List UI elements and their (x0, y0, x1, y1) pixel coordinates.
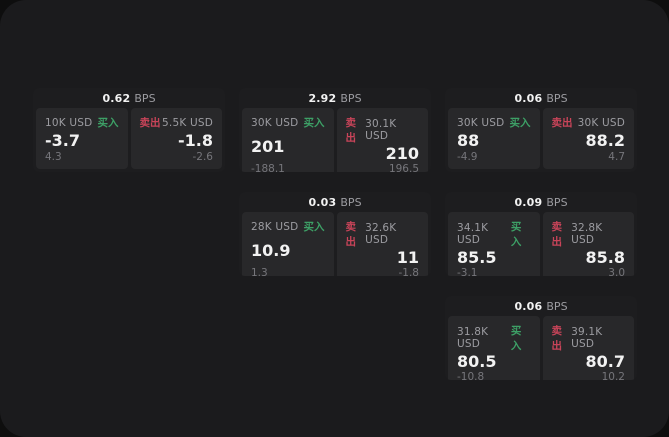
sell-delta: 10.2 (601, 370, 625, 380)
sell-delta: -1.8 (398, 266, 420, 276)
buy-delta: -188.1 (251, 162, 285, 172)
sell-delta: 3.0 (608, 266, 625, 276)
bps-spread-header: 0.06 BPS (445, 88, 637, 108)
bps-spread-header: 0.06 BPS (445, 296, 637, 316)
sell-amount-label: 39.1K USD (571, 326, 603, 350)
sell-panel[interactable]: 卖出 5.5K USD -1.8 -2.6 (130, 108, 222, 169)
buy-tag: 买入 (509, 117, 531, 129)
buy-tag: 买入 (303, 117, 325, 129)
sell-price: 85.8 (585, 248, 625, 267)
bps-value: 0.06 (514, 91, 543, 105)
bps-value: 2.92 (308, 91, 337, 105)
buy-tag: 买入 (303, 221, 325, 233)
bps-unit-label: BPS (546, 91, 568, 105)
bps-unit-label: BPS (340, 91, 362, 105)
bps-unit-label: BPS (546, 195, 568, 209)
quote-card: 0.03 BPS 28K USD 买入 10.9 1.3 卖出 32.6K US… (239, 192, 431, 276)
buy-delta: -10.8 (457, 370, 485, 380)
bps-unit-label: BPS (546, 299, 568, 313)
quote-card: 0.09 BPS 34.1K USD 买入 85.5 -3.1 卖出 32.8K… (445, 192, 637, 276)
buy-delta: -3.1 (457, 266, 478, 276)
bps-value: 0.09 (514, 195, 543, 209)
sell-amount-label: 30.1K USD (365, 118, 397, 142)
buy-panel[interactable]: 10K USD 买入 -3.7 4.3 (36, 108, 128, 169)
sell-price: 88.2 (585, 130, 625, 150)
sell-price: 11 (396, 248, 419, 267)
sell-tag: 卖出 (551, 325, 563, 352)
buy-panel[interactable]: 30K USD 买入 88 -4.9 (448, 108, 540, 169)
sell-amount-label: 5.5K USD (162, 116, 213, 129)
sell-panel[interactable]: 卖出 32.6K USD 11 -1.8 (336, 212, 428, 276)
buy-amount-label: 10K USD (45, 116, 93, 129)
quote-cards-grid: 0.62 BPS 10K USD 买入 -3.7 4.3 卖出 5.5K USD (33, 88, 637, 380)
buy-sell-panels: 30K USD 买入 88 -4.9 卖出 30K USD 88.2 4.7 (445, 108, 637, 172)
buy-sell-panels: 34.1K USD 买入 85.5 -3.1 卖出 32.8K USD 85.8… (445, 212, 637, 276)
buy-amount-label: 28K USD (251, 220, 299, 233)
buy-sell-panels: 31.8K USD 买入 80.5 -10.8 卖出 39.1K USD 80.… (445, 316, 637, 380)
sell-tag: 卖出 (139, 117, 161, 129)
sell-delta: 196.5 (388, 162, 419, 172)
sell-price: -1.8 (178, 130, 213, 150)
sell-panel[interactable]: 卖出 39.1K USD 80.7 10.2 (542, 316, 634, 380)
quote-card: 0.06 BPS 30K USD 买入 88 -4.9 卖出 30K USD (445, 88, 637, 172)
buy-price: 85.5 (457, 248, 497, 267)
buy-price: 80.5 (457, 352, 497, 371)
sell-delta: 4.7 (608, 151, 625, 163)
quote-card: 0.06 BPS 31.8K USD 买入 80.5 -10.8 卖出 39.1… (445, 296, 637, 380)
buy-panel[interactable]: 34.1K USD 买入 85.5 -3.1 (448, 212, 540, 276)
sell-amount-label: 30K USD (577, 116, 625, 129)
sell-panel[interactable]: 卖出 32.8K USD 85.8 3.0 (542, 212, 634, 276)
bps-spread-header: 2.92 BPS (239, 88, 431, 108)
buy-price: 201 (251, 136, 285, 156)
quote-card: 0.62 BPS 10K USD 买入 -3.7 4.3 卖出 5.5K USD (33, 88, 225, 172)
sell-price: 80.7 (585, 352, 625, 371)
buy-price: 88 (457, 130, 480, 150)
buy-amount-label: 30K USD (251, 116, 299, 129)
bps-value: 0.62 (102, 91, 131, 105)
bps-spread-header: 0.03 BPS (239, 192, 431, 212)
quote-card: 2.92 BPS 30K USD 买入 201 -188.1 卖出 30.1K … (239, 88, 431, 172)
buy-sell-panels: 10K USD 买入 -3.7 4.3 卖出 5.5K USD -1.8 -2.… (33, 108, 225, 172)
buy-sell-panels: 28K USD 买入 10.9 1.3 卖出 32.6K USD 11 -1.8 (239, 212, 431, 276)
sell-delta: -2.6 (192, 151, 214, 163)
buy-panel[interactable]: 31.8K USD 买入 80.5 -10.8 (448, 316, 540, 380)
sell-tag: 卖出 (551, 117, 573, 129)
buy-amount-label: 34.1K USD (457, 222, 489, 246)
buy-tag: 买入 (97, 117, 119, 129)
buy-amount-label: 30K USD (457, 116, 505, 129)
bps-value: 0.03 (308, 195, 337, 209)
sell-amount-label: 32.8K USD (571, 222, 603, 246)
sell-tag: 卖出 (345, 117, 357, 144)
bps-unit-label: BPS (134, 91, 156, 105)
buy-delta: -4.9 (457, 151, 478, 163)
bps-spread-header: 0.62 BPS (33, 88, 225, 108)
sell-tag: 卖出 (551, 221, 563, 248)
buy-sell-panels: 30K USD 买入 201 -188.1 卖出 30.1K USD 210 1… (239, 108, 431, 172)
buy-delta: 4.3 (45, 151, 62, 163)
buy-panel[interactable]: 30K USD 买入 201 -188.1 (242, 108, 334, 172)
sell-price: 210 (385, 144, 419, 163)
buy-panel[interactable]: 28K USD 买入 10.9 1.3 (242, 212, 334, 276)
buy-tag: 买入 (510, 221, 522, 248)
buy-amount-label: 31.8K USD (457, 326, 489, 350)
buy-price: 10.9 (251, 240, 291, 260)
buy-tag: 买入 (510, 325, 522, 352)
bps-unit-label: BPS (340, 195, 362, 209)
sell-panel[interactable]: 卖出 30K USD 88.2 4.7 (542, 108, 634, 169)
bps-value: 0.06 (514, 299, 543, 313)
sell-tag: 卖出 (345, 221, 357, 248)
buy-delta: 1.3 (251, 266, 268, 276)
sell-amount-label: 32.6K USD (365, 222, 397, 246)
buy-price: -3.7 (45, 130, 80, 150)
bps-spread-header: 0.09 BPS (445, 192, 637, 212)
sell-panel[interactable]: 卖出 30.1K USD 210 196.5 (336, 108, 428, 172)
